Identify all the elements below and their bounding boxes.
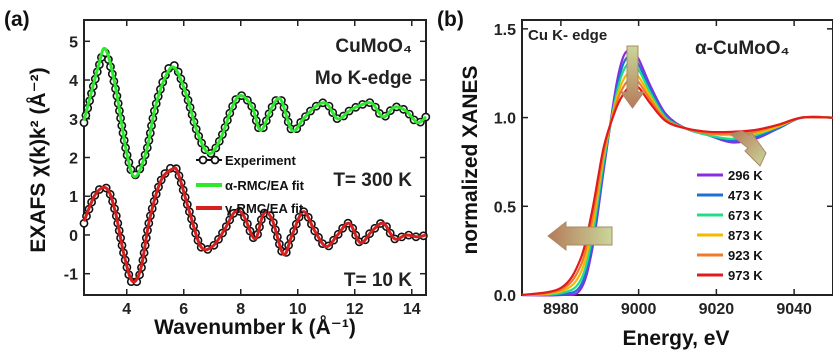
x-tick-label: 9000 [621, 301, 657, 318]
series-line-296-k [521, 49, 833, 297]
panel-a-legend: Experiment α-RMC/EA fit γ-RMC/EA fit [196, 153, 305, 216]
series-line-873-k [521, 70, 833, 297]
x-tick-label: 4 [122, 301, 131, 318]
series-line-923-k [521, 77, 833, 297]
legend-experiment-marker [198, 155, 208, 165]
panel-b-series [521, 49, 833, 297]
y-tick-label: 5 [69, 34, 78, 51]
panel-a-xlabel: Wavenumber k (Å⁻¹) [154, 315, 356, 339]
legend-label-873-k: 873 K [728, 228, 763, 243]
panel-b-tick-labels: 8980 9000 9020 9040 0.0 0.5 1.0 1.5 [494, 22, 812, 318]
legend-label-923-k: 923 K [728, 248, 763, 263]
x-tick-label: 14 [403, 301, 421, 318]
panel-a-edge-label: Mo K-edge [315, 68, 412, 89]
x-tick-label: 12 [346, 301, 364, 318]
panel-a-compound-label: CuMoO₄ [335, 36, 412, 57]
x-tick-label: 8 [236, 301, 245, 318]
legend-experiment-label: Experiment [225, 153, 296, 168]
y-tick-label: 0.5 [494, 199, 516, 216]
panel-b-ticks [522, 20, 833, 296]
y-tick-label: 0 [69, 228, 78, 245]
legend-label-473-k: 473 K [728, 188, 763, 203]
legend-gamma-label: γ-RMC/EA fit [225, 201, 304, 216]
panel-a-temp-low-label: T= 10 K [344, 270, 412, 291]
x-tick-label: 9040 [776, 301, 812, 318]
panel-b-frame [521, 19, 833, 296]
panel-b-legend: 296 K 473 K 673 K 873 K 923 K 973 K [697, 168, 763, 283]
panel-b-compound-label: α-CuMoO₄ [695, 38, 790, 59]
y-tick-label: 3 [69, 112, 78, 129]
y-tick-label: 1 [69, 189, 78, 206]
series-line--rmc-ea-fit-300-k [82, 46, 428, 179]
panel-b-label: (b) [437, 8, 464, 31]
panel-b-ylabel: normalized XANES [459, 65, 482, 254]
y-tick-label: 1.5 [494, 22, 516, 39]
y-tick-label: 0.0 [494, 288, 516, 305]
panel-a-ylabel: EXAFS χ(k)k² (Å⁻²) [26, 67, 50, 252]
y-tick-label: 1.0 [494, 111, 516, 128]
panel-b-edge-label: Cu K- edge [528, 27, 607, 44]
series-line-973-k [521, 83, 833, 297]
x-tick-label: 8980 [543, 301, 579, 318]
panel-a-series [79, 46, 431, 287]
y-tick-label: 2 [69, 151, 78, 168]
legend-experiment-marker-2 [210, 155, 220, 165]
x-tick-label: 6 [179, 301, 188, 318]
y-tick-label: 4 [69, 73, 78, 90]
x-tick-label: 9020 [699, 301, 735, 318]
y-tick-label: -1 [64, 267, 78, 284]
legend-label-296-k: 296 K [728, 168, 763, 183]
legend-alpha-label: α-RMC/EA fit [225, 178, 305, 193]
panel-b-xlabel: Energy, eV [623, 327, 730, 350]
x-tick-label: 10 [289, 301, 307, 318]
legend-label-973-k: 973 K [728, 268, 763, 283]
panel-a-label: (a) [4, 8, 30, 31]
arrow-left-icon [547, 220, 613, 252]
series-line--rmc-ea-fit-10-k [82, 166, 427, 284]
legend-label-673-k: 673 K [728, 208, 763, 223]
series-line-473-k [521, 54, 833, 297]
arrow-down-icon [620, 45, 645, 109]
panel-b: (b) 8980 9000 9020 9040 0.0 0.5 1.0 1.5 Energy,… [437, 8, 833, 350]
series-line-673-k [521, 61, 833, 297]
arrow-diagonal-icon [728, 130, 767, 167]
panel-a-temp-high-label: T= 300 K [333, 170, 412, 191]
